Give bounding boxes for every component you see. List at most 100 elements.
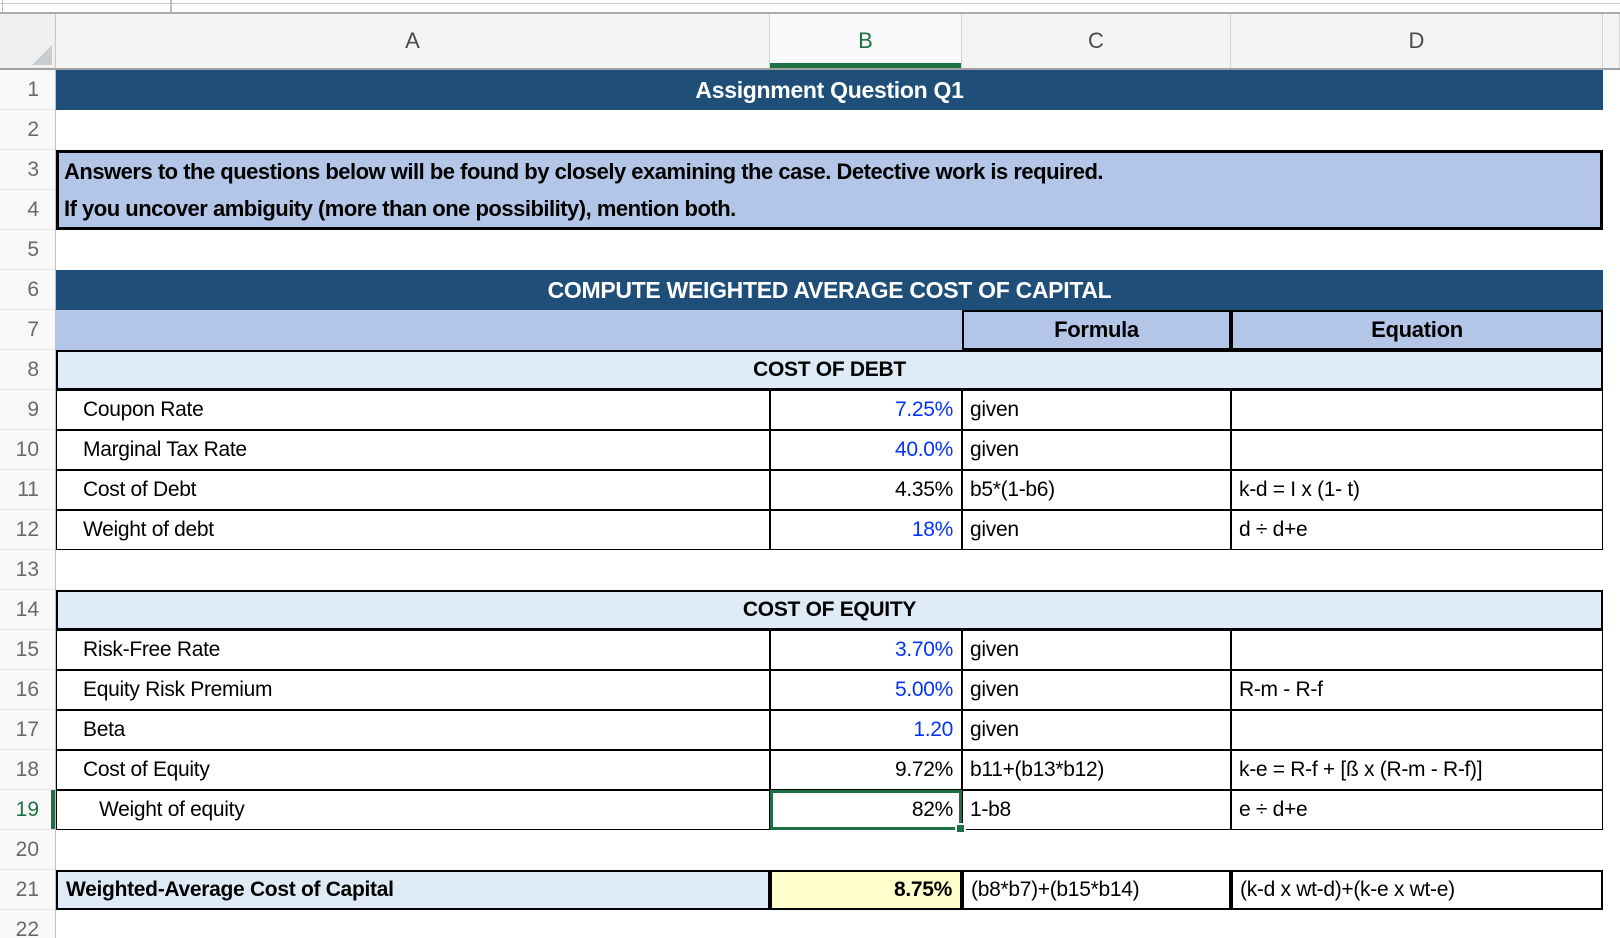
row-header-18[interactable]: 18: [0, 750, 55, 790]
cell-a19-label[interactable]: Weight of equity: [56, 790, 770, 830]
column-header-b[interactable]: B: [770, 14, 962, 68]
row-coupon-rate: Coupon Rate 7.25% given: [56, 390, 1603, 430]
row-header-19[interactable]: 19: [0, 790, 55, 830]
row-weight-of-debt: Weight of debt 18% given d ÷ d+e: [56, 510, 1603, 550]
cell-c10-formula[interactable]: given: [962, 430, 1231, 470]
row-header-3[interactable]: 3: [0, 150, 55, 190]
row-equity-risk-premium: Equity Risk Premium 5.00% given R-m - R-…: [56, 670, 1603, 710]
row-header-15[interactable]: 15: [0, 630, 55, 670]
row-cost-of-debt: Cost of Debt 4.35% b5*(1-b6) k-d = I x (…: [56, 470, 1603, 510]
selected-row-indicator: [51, 790, 55, 829]
cell-a8-cost-of-debt-band[interactable]: COST OF DEBT: [56, 350, 1603, 390]
fill-handle[interactable]: [955, 823, 966, 834]
cell-b11-value[interactable]: 4.35%: [770, 470, 962, 510]
row-cost-of-equity: Cost of Equity 9.72% b11+(b13*b12) k-e =…: [56, 750, 1603, 790]
cell-d18-equation[interactable]: k-e = R-f + [ß x (R-m - R-f)]: [1231, 750, 1603, 790]
cell-a4-note[interactable]: If you uncover ambiguity (more than one …: [64, 195, 736, 221]
row-header-column: 1 2 3 4 5 6 7 8 9 10 11 12 13 14 15 16 1…: [0, 70, 56, 938]
select-all-button[interactable]: [0, 14, 56, 68]
cell-d15-equation[interactable]: [1231, 630, 1603, 670]
row-header-2[interactable]: 2: [0, 110, 55, 150]
row-weight-of-equity: Weight of equity 82% 1-b8 e ÷ d+e: [56, 790, 1603, 830]
header-row-7: Formula Equation: [56, 310, 1603, 350]
cell-a16-label[interactable]: Equity Risk Premium: [56, 670, 770, 710]
select-all-triangle-icon: [32, 45, 52, 65]
row-header-14[interactable]: 14: [0, 590, 55, 630]
cell-a9-label[interactable]: Coupon Rate: [56, 390, 770, 430]
row-header-9[interactable]: 9: [0, 390, 55, 430]
row-header-1[interactable]: 1: [0, 70, 55, 110]
cell-a14-cost-of-equity-band[interactable]: COST OF EQUITY: [56, 590, 1603, 630]
cell-b9-value[interactable]: 7.25%: [770, 390, 962, 430]
selected-column-indicator: [770, 63, 961, 68]
row-beta: Beta 1.20 given: [56, 710, 1603, 750]
cell-d17-equation[interactable]: [1231, 710, 1603, 750]
cell-d12-equation[interactable]: d ÷ d+e: [1231, 510, 1603, 550]
cell-a21-label[interactable]: Weighted-Average Cost of Capital: [56, 870, 770, 910]
row-header-10[interactable]: 10: [0, 430, 55, 470]
cell-b17-value[interactable]: 1.20: [770, 710, 962, 750]
row-header-21[interactable]: 21: [0, 870, 55, 910]
row-header-5[interactable]: 5: [0, 230, 55, 270]
cell-a12-label[interactable]: Weight of debt: [56, 510, 770, 550]
cell-b18-value[interactable]: 9.72%: [770, 750, 962, 790]
row-header-16[interactable]: 16: [0, 670, 55, 710]
column-header-b-label: B: [858, 28, 873, 53]
cell-c9-formula[interactable]: given: [962, 390, 1231, 430]
cell-c19-formula[interactable]: 1-b8: [962, 790, 1231, 830]
cell-a17-label[interactable]: Beta: [56, 710, 770, 750]
name-box-divider: [170, 0, 172, 12]
row-risk-free-rate: Risk-Free Rate 3.70% given: [56, 630, 1603, 670]
column-header-row: A B C D: [0, 14, 1620, 70]
row-header-12[interactable]: 12: [0, 510, 55, 550]
cell-c16-formula[interactable]: given: [962, 670, 1231, 710]
cell-d11-equation[interactable]: k-d = I x (1- t): [1231, 470, 1603, 510]
row-wacc: Weighted-Average Cost of Capital 8.75% (…: [56, 870, 1603, 910]
column-header-a[interactable]: A: [56, 14, 770, 68]
row-header-6[interactable]: 6: [0, 270, 55, 310]
cell-a7-blank[interactable]: [56, 310, 962, 350]
cell-c15-formula[interactable]: given: [962, 630, 1231, 670]
cell-a18-label[interactable]: Cost of Equity: [56, 750, 770, 790]
row-header-17[interactable]: 17: [0, 710, 55, 750]
column-header-d[interactable]: D: [1231, 14, 1603, 68]
cell-c21-formula[interactable]: (b8*b7)+(b15*b14): [962, 870, 1231, 910]
row-header-4[interactable]: 4: [0, 190, 55, 230]
cell-c11-formula[interactable]: b5*(1-b6): [962, 470, 1231, 510]
cell-c12-formula[interactable]: given: [962, 510, 1231, 550]
notes-block[interactable]: Answers to the questions below will be f…: [56, 150, 1603, 230]
cell-a1-title[interactable]: Assignment Question Q1: [56, 70, 1603, 110]
cell-c18-formula[interactable]: b11+(b13*b12): [962, 750, 1231, 790]
row-header-11[interactable]: 11: [0, 470, 55, 510]
cell-c7-formula-header[interactable]: Formula: [962, 310, 1231, 350]
row-marginal-tax-rate: Marginal Tax Rate 40.0% given: [56, 430, 1603, 470]
cell-b15-value[interactable]: 3.70%: [770, 630, 962, 670]
cell-a6-section-title[interactable]: COMPUTE WEIGHTED AVERAGE COST OF CAPITAL: [56, 270, 1603, 310]
cell-a11-label[interactable]: Cost of Debt: [56, 470, 770, 510]
cell-b12-value[interactable]: 18%: [770, 510, 962, 550]
cell-c17-formula[interactable]: given: [962, 710, 1231, 750]
cell-d21-equation[interactable]: (k-d x wt-d)+(k-e x wt-e): [1231, 870, 1603, 910]
cell-d16-equation[interactable]: R-m - R-f: [1231, 670, 1603, 710]
row-header-8[interactable]: 8: [0, 350, 55, 390]
cell-b16-value[interactable]: 5.00%: [770, 670, 962, 710]
column-header-c[interactable]: C: [962, 14, 1231, 68]
cell-d10-equation[interactable]: [1231, 430, 1603, 470]
cell-a15-label[interactable]: Risk-Free Rate: [56, 630, 770, 670]
row-header-13[interactable]: 13: [0, 550, 55, 590]
cell-d19-equation[interactable]: e ÷ d+e: [1231, 790, 1603, 830]
cell-a3-note[interactable]: Answers to the questions below will be f…: [64, 158, 1104, 184]
cell-d7-equation-header[interactable]: Equation: [1231, 310, 1603, 350]
row-header-22[interactable]: 22: [0, 910, 55, 938]
formula-bar-border: [0, 3, 1620, 4]
cell-b21-value[interactable]: 8.75%: [770, 870, 962, 910]
row-header-20[interactable]: 20: [0, 830, 55, 870]
cell-b10-value[interactable]: 40.0%: [770, 430, 962, 470]
cell-d9-equation[interactable]: [1231, 390, 1603, 430]
name-box-left-border: [2, 0, 3, 12]
selected-cell-outline[interactable]: [770, 790, 966, 834]
cell-a10-label[interactable]: Marginal Tax Rate: [56, 430, 770, 470]
column-header-e-sliver[interactable]: [1603, 14, 1620, 68]
row-header-7[interactable]: 7: [0, 310, 55, 350]
